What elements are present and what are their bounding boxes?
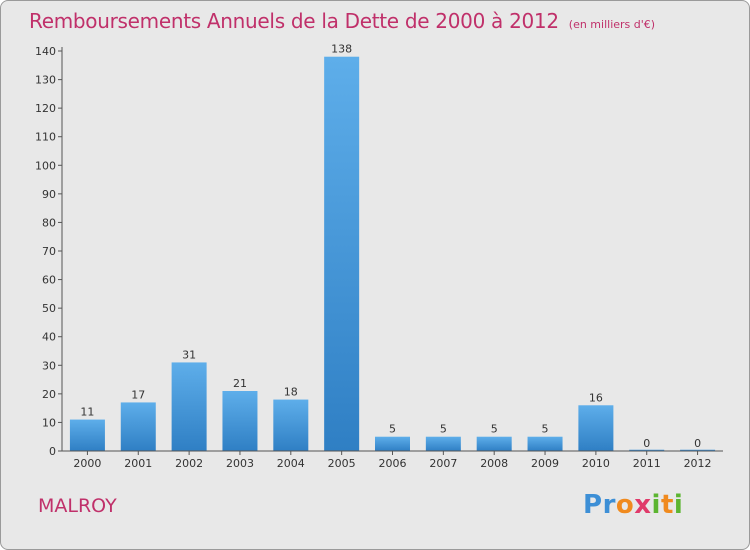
x-tick-label: 2001 <box>124 457 152 470</box>
x-tick-label: 2011 <box>633 457 661 470</box>
proxiti-logo: Proxiti <box>583 490 684 520</box>
chart-title-unit: (en milliers d'€) <box>568 18 656 31</box>
x-tick-label: 2006 <box>379 457 407 470</box>
bar-value-label: 17 <box>131 388 145 401</box>
bar <box>171 362 207 451</box>
x-tick-label: 2002 <box>175 457 203 470</box>
x-tick-label: 2000 <box>73 457 101 470</box>
y-tick-label: 130 <box>35 74 56 87</box>
bar-value-label: 18 <box>284 386 298 399</box>
bar-value-label: 16 <box>589 391 603 404</box>
chart-title: Remboursements Annuels de la Dette de 20… <box>29 9 655 33</box>
x-tick-label: 2005 <box>328 457 356 470</box>
bar-value-label: 31 <box>182 348 196 361</box>
bar-value-label: 138 <box>331 43 352 56</box>
y-tick-label: 140 <box>35 45 56 58</box>
bar <box>222 391 258 451</box>
bar-value-label: 11 <box>80 406 94 419</box>
bar-value-label: 0 <box>643 437 650 450</box>
commune-name: MALROY <box>38 495 117 517</box>
bar <box>69 419 105 451</box>
bar-value-label: 5 <box>491 423 498 436</box>
x-axis: 2000 2001 2002 2003 2004 2005 2006 2007 2008 2009… <box>62 450 723 470</box>
y-tick-label: 20 <box>42 388 56 401</box>
y-tick-label: 60 <box>42 274 56 287</box>
x-tick-label: 2010 <box>582 457 610 470</box>
bar <box>527 436 563 451</box>
bar <box>120 402 156 451</box>
bar <box>324 56 360 451</box>
bar <box>273 399 309 451</box>
y-axis: 0 10 20 30 40 50 60 70 80 90 100 110 120 130 140 <box>35 45 63 458</box>
bar <box>476 436 512 451</box>
chart-title-main: Remboursements Annuels de la Dette de 20… <box>29 9 559 33</box>
y-tick-label: 100 <box>35 159 56 172</box>
bar-value-label: 5 <box>542 423 549 436</box>
y-tick-label: 0 <box>49 445 56 458</box>
y-tick-label: 40 <box>42 331 56 344</box>
x-tick-label: 2007 <box>429 457 457 470</box>
x-tick-label: 2004 <box>277 457 305 470</box>
bar-value-label: 21 <box>233 377 247 390</box>
x-tick-label: 2009 <box>531 457 559 470</box>
y-tick-label: 30 <box>42 359 56 372</box>
x-tick-label: 2008 <box>480 457 508 470</box>
y-tick-label: 120 <box>35 102 56 115</box>
bar-value-label: 5 <box>389 423 396 436</box>
bar-value-label: 0 <box>694 437 701 450</box>
x-tick-label: 2012 <box>684 457 712 470</box>
bar <box>578 405 614 451</box>
y-tick-label: 70 <box>42 245 56 258</box>
y-tick-label: 90 <box>42 188 56 201</box>
bar-value-label: 5 <box>440 423 447 436</box>
y-tick-label: 80 <box>42 216 56 229</box>
y-tick-label: 110 <box>35 131 56 144</box>
bar <box>375 436 410 451</box>
bars: 11 17 31 21 18 138 5 5 5 5 16 0 0 <box>69 43 716 452</box>
y-tick-label: 50 <box>42 302 56 315</box>
y-tick-label: 10 <box>42 416 56 429</box>
x-tick-label: 2003 <box>226 457 254 470</box>
bar <box>425 436 461 451</box>
